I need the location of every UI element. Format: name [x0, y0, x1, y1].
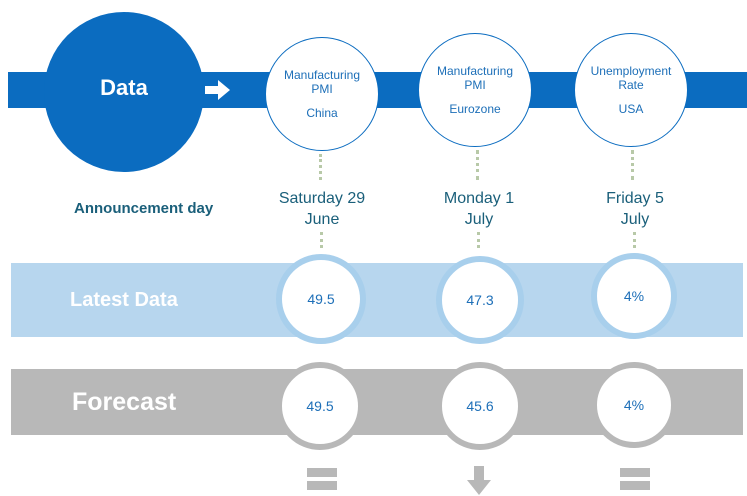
indicator-name-line2: Rate: [618, 78, 644, 92]
connector-dots: [633, 232, 639, 248]
indicator-country: USA: [618, 102, 644, 116]
indicator-country: China: [306, 106, 338, 120]
forecast-label: Forecast: [72, 388, 177, 416]
forecast-value-eurozone: 45.6: [436, 362, 524, 450]
equals-icon: [620, 468, 650, 490]
date-line2: July: [620, 211, 650, 228]
indicator-circle-china: Manufacturing PMI China: [265, 37, 379, 151]
indicator-circle-usa: Unemployment Rate USA: [574, 33, 688, 147]
announcement-day-label: Announcement day: [74, 200, 214, 217]
latest-value-eurozone: 47.3: [436, 256, 524, 344]
date-line1: Saturday 29: [278, 190, 366, 207]
connector-dots: [319, 154, 325, 180]
indicator-name-line1: Manufacturing: [283, 68, 361, 82]
indicator-name-line2: PMI: [311, 82, 333, 96]
connector-dots: [631, 150, 637, 180]
forecast-value-china: 49.5: [276, 362, 364, 450]
connector-dots: [320, 232, 326, 248]
indicator-name-line2: PMI: [464, 78, 486, 92]
equals-icon: [307, 468, 337, 490]
arrow-right-icon: [205, 80, 230, 100]
date-line2: June: [304, 211, 340, 228]
indicator-country: Eurozone: [449, 102, 501, 116]
indicator-name-line1: Manufacturing: [436, 64, 514, 78]
announcement-date-usa: Friday 5 July: [575, 188, 695, 230]
connector-dots: [476, 150, 482, 180]
connector-dots: [477, 232, 483, 248]
date-line1: Monday 1: [443, 190, 515, 207]
date-line1: Friday 5: [606, 190, 664, 207]
data-title: Data: [100, 75, 148, 100]
indicator-name-line1: Unemployment: [590, 64, 672, 78]
arrow-down-icon: [467, 466, 491, 495]
announcement-date-china: Saturday 29 June: [262, 188, 382, 230]
indicator-circle-eurozone: Manufacturing PMI Eurozone: [418, 33, 532, 147]
latest-data-label: Latest Data: [70, 289, 178, 311]
data-circle: Data: [44, 12, 204, 172]
latest-value-china: 49.5: [276, 254, 366, 344]
forecast-value-usa: 4%: [591, 362, 677, 448]
date-line2: July: [464, 211, 494, 228]
latest-value-usa: 4%: [591, 253, 677, 339]
announcement-date-eurozone: Monday 1 July: [419, 188, 539, 230]
